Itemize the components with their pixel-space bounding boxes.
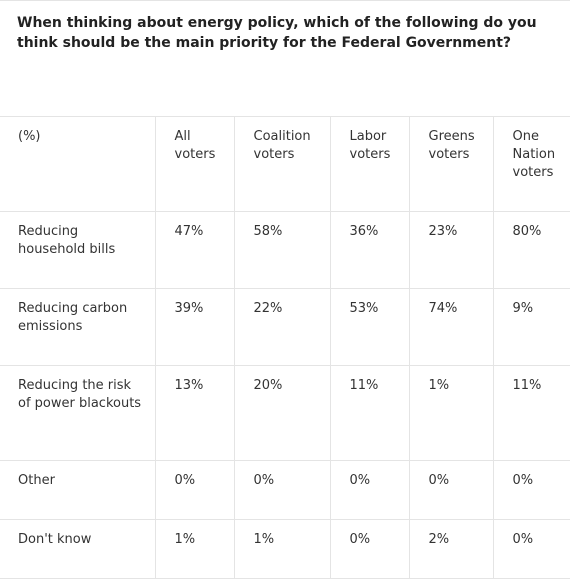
table-cell: 2% bbox=[408, 519, 493, 579]
table-cell: 53% bbox=[329, 288, 409, 366]
table-cell: 1% bbox=[408, 365, 493, 461]
table-row: Other 0% 0% 0% 0% 0% bbox=[0, 460, 570, 520]
header-cell-coalition-voters: Coalition voters bbox=[233, 116, 330, 212]
table-cell: 0% bbox=[408, 460, 493, 520]
row-label: Don't know bbox=[0, 519, 155, 579]
row-label: Reducing the risk of power blackouts bbox=[0, 365, 155, 461]
table-cell: 22% bbox=[233, 288, 330, 366]
table-cell: 1% bbox=[154, 519, 234, 579]
row-label: Other bbox=[0, 460, 155, 520]
table-cell: 13% bbox=[154, 365, 234, 461]
table-cell: 36% bbox=[329, 211, 409, 289]
poll-results-table: (%) All voters Coalition voters Labor vo… bbox=[0, 116, 570, 579]
table-cell: 0% bbox=[329, 519, 409, 579]
table-cell: 20% bbox=[233, 365, 330, 461]
table-title: When thinking about energy policy, which… bbox=[0, 0, 570, 117]
table-cell: 47% bbox=[154, 211, 234, 289]
table-row: Reducing carbon emissions 39% 22% 53% 74… bbox=[0, 288, 570, 366]
table-cell: 0% bbox=[329, 460, 409, 520]
row-label: Reducing carbon emissions bbox=[0, 288, 155, 366]
table-cell: 11% bbox=[329, 365, 409, 461]
table-cell: 9% bbox=[492, 288, 570, 366]
table-row: Don't know 1% 1% 0% 2% 0% bbox=[0, 519, 570, 579]
table-cell: 39% bbox=[154, 288, 234, 366]
header-cell-all-voters: All voters bbox=[154, 116, 234, 212]
table-cell: 74% bbox=[408, 288, 493, 366]
table-cell: 0% bbox=[233, 460, 330, 520]
table-cell: 0% bbox=[492, 519, 570, 579]
table-cell: 11% bbox=[492, 365, 570, 461]
header-cell-unit: (%) bbox=[0, 116, 155, 212]
table-row: Reducing the risk of power blackouts 13%… bbox=[0, 365, 570, 461]
header-cell-greens-voters: Greens voters bbox=[408, 116, 493, 212]
table-cell: 1% bbox=[233, 519, 330, 579]
table-cell: 58% bbox=[233, 211, 330, 289]
table-cell: 23% bbox=[408, 211, 493, 289]
table-cell: 80% bbox=[492, 211, 570, 289]
table-header-row: (%) All voters Coalition voters Labor vo… bbox=[0, 116, 570, 212]
table-row: Reducing household bills 47% 58% 36% 23%… bbox=[0, 211, 570, 289]
table-cell: 0% bbox=[492, 460, 570, 520]
table-cell: 0% bbox=[154, 460, 234, 520]
row-label: Reducing household bills bbox=[0, 211, 155, 289]
header-cell-one-nation-voters: One Nation voters bbox=[492, 116, 570, 212]
header-cell-labor-voters: Labor voters bbox=[329, 116, 409, 212]
